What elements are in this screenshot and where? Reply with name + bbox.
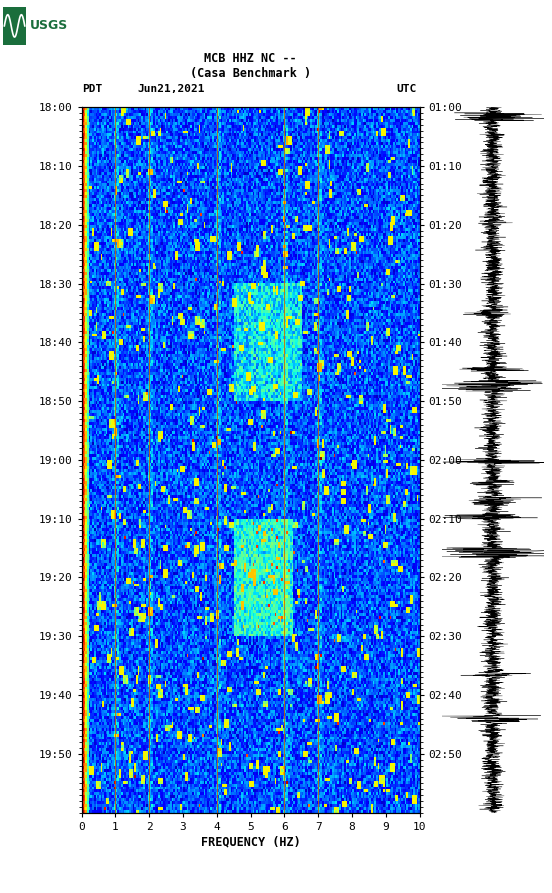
Text: Jun21,2021: Jun21,2021 (137, 84, 204, 95)
Text: PDT: PDT (82, 84, 102, 95)
Text: USGS: USGS (30, 20, 68, 32)
Text: (Casa Benchmark ): (Casa Benchmark ) (190, 67, 311, 79)
Text: UTC: UTC (396, 84, 417, 95)
Text: MCB HHZ NC --: MCB HHZ NC -- (204, 52, 297, 64)
FancyBboxPatch shape (3, 7, 26, 45)
X-axis label: FREQUENCY (HZ): FREQUENCY (HZ) (201, 836, 300, 849)
